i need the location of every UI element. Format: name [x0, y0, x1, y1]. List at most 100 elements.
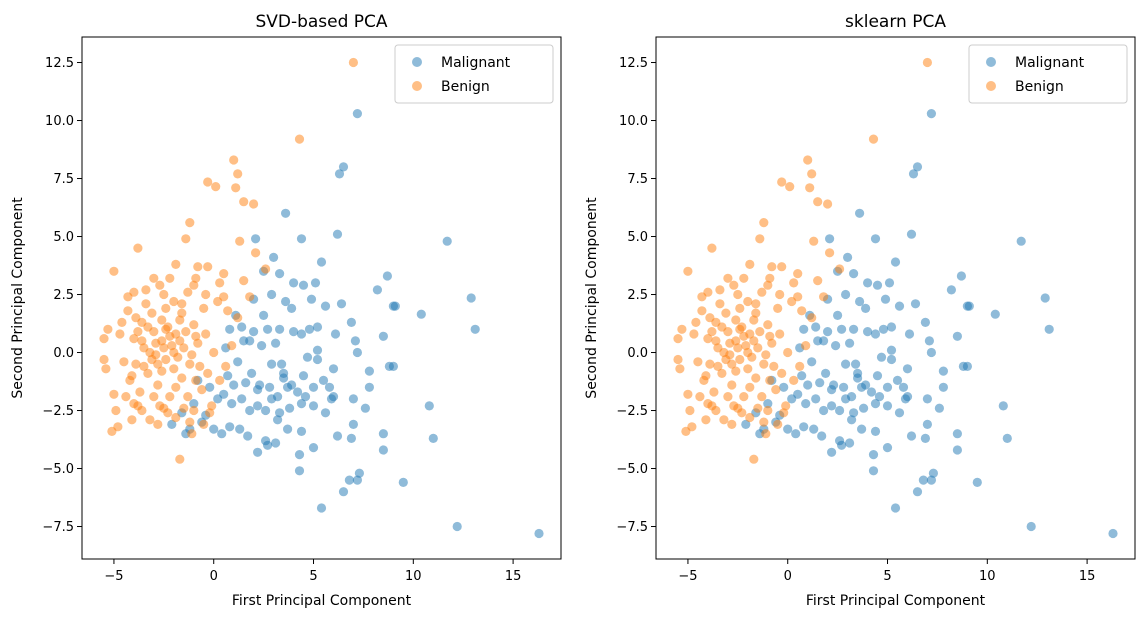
data-point-benign	[181, 234, 191, 244]
data-point-benign	[191, 331, 201, 341]
series-malignant	[167, 109, 544, 539]
data-point-malignant	[294, 450, 305, 460]
data-point-malignant	[277, 359, 287, 369]
data-point-malignant	[845, 438, 855, 448]
data-point-benign	[753, 403, 763, 413]
data-point-benign	[735, 354, 745, 365]
data-point-benign	[155, 280, 165, 290]
data-point-malignant	[205, 382, 215, 392]
data-point-benign	[115, 329, 125, 339]
data-point-benign	[193, 338, 203, 348]
data-point-malignant	[920, 433, 931, 443]
data-point-benign	[715, 299, 725, 309]
data-point-malignant	[884, 278, 895, 288]
data-point-benign	[717, 322, 727, 332]
data-point-malignant	[1026, 521, 1036, 532]
data-point-benign	[739, 331, 749, 341]
data-point-benign	[137, 336, 147, 346]
data-point-malignant	[312, 345, 323, 355]
data-point-benign	[99, 334, 109, 344]
data-point-benign	[171, 412, 181, 423]
data-point-malignant	[267, 394, 277, 404]
data-point-benign	[743, 364, 753, 374]
x-tick-label: 15	[1079, 569, 1096, 584]
data-point-benign	[789, 278, 799, 288]
data-point-benign	[223, 306, 233, 316]
y-tick-label: −2.5	[616, 404, 648, 419]
data-point-benign	[749, 315, 759, 325]
data-point-malignant	[783, 424, 793, 434]
y-tick-label: 2.5	[627, 288, 648, 303]
data-point-malignant	[428, 433, 438, 443]
data-point-malignant	[352, 475, 362, 485]
data-point-malignant	[920, 317, 931, 327]
data-point-malignant	[253, 401, 263, 411]
data-point-malignant	[289, 327, 299, 337]
data-point-malignant	[827, 385, 837, 395]
data-point-benign	[231, 183, 241, 193]
data-point-benign	[807, 313, 817, 323]
data-point-benign	[153, 359, 163, 369]
data-point-malignant	[938, 366, 949, 376]
data-point-malignant	[972, 477, 982, 487]
data-point-malignant	[934, 403, 945, 413]
data-point-malignant	[819, 336, 829, 346]
data-point-malignant	[416, 309, 426, 319]
x-axis-label: First Principal Component	[232, 593, 412, 609]
legend-label: Benign	[441, 79, 490, 95]
data-point-benign	[219, 269, 229, 279]
x-tick-label: 0	[784, 569, 792, 584]
data-point-benign	[813, 197, 823, 207]
data-point-malignant	[1040, 293, 1050, 303]
data-point-benign	[101, 364, 111, 374]
data-point-malignant	[835, 405, 845, 416]
data-point-benign	[149, 392, 159, 402]
data-point-malignant	[294, 466, 305, 476]
data-point-malignant	[855, 296, 865, 307]
data-point-malignant	[251, 234, 261, 244]
data-point-benign	[209, 347, 219, 358]
data-point-malignant	[857, 424, 867, 434]
y-tick-label: 12.5	[45, 56, 74, 71]
data-point-malignant	[296, 399, 307, 409]
y-axis-label: Second Principal Component	[584, 197, 600, 399]
data-point-benign	[169, 347, 179, 358]
data-point-malignant	[265, 382, 275, 392]
data-point-benign	[868, 134, 879, 144]
data-point-benign	[141, 299, 151, 309]
data-point-benign	[755, 327, 765, 337]
data-point-benign	[695, 392, 705, 402]
data-point-malignant	[225, 324, 235, 334]
data-point-benign	[741, 341, 751, 351]
data-point-benign	[773, 419, 783, 429]
data-point-benign	[197, 385, 207, 395]
data-point-malignant	[229, 380, 239, 390]
data-point-benign	[922, 57, 933, 68]
data-point-malignant	[285, 403, 295, 413]
data-point-malignant	[253, 385, 263, 395]
data-point-benign	[221, 361, 231, 371]
data-point-malignant	[223, 371, 233, 381]
data-point-benign	[127, 415, 137, 425]
data-point-malignant	[320, 301, 331, 311]
data-point-benign	[294, 134, 305, 144]
data-point-benign	[711, 405, 721, 416]
data-point-malignant	[308, 401, 319, 411]
data-point-malignant	[886, 322, 897, 332]
data-point-malignant	[870, 234, 881, 244]
data-point-malignant	[906, 229, 917, 239]
data-point-benign	[731, 315, 741, 325]
data-point-malignant	[841, 359, 851, 369]
data-point-malignant	[332, 431, 343, 441]
data-point-benign	[179, 343, 189, 353]
data-point-benign	[153, 419, 163, 429]
data-point-benign	[681, 426, 691, 436]
y-tick-label: −5.0	[42, 462, 74, 477]
data-point-malignant	[227, 399, 237, 409]
data-point-benign	[697, 292, 707, 302]
data-point-malignant	[841, 394, 851, 404]
data-point-malignant	[946, 285, 957, 295]
data-point-malignant	[851, 359, 861, 369]
data-point-malignant	[316, 257, 327, 267]
